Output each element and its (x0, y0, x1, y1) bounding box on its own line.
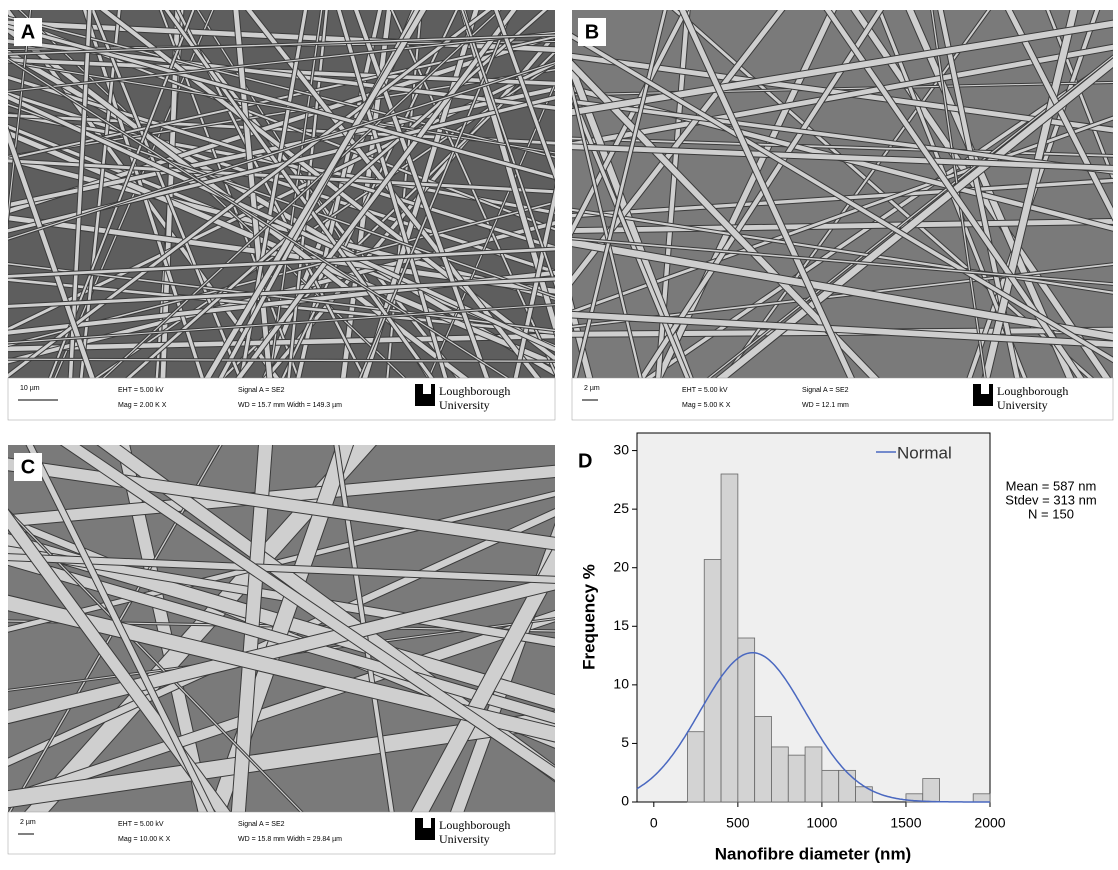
panel-label: B (585, 21, 599, 43)
signal: Signal A = SE2 (238, 821, 285, 828)
y-tick-label: 30 (613, 441, 629, 457)
y-axis-title: Frequency % (579, 564, 598, 670)
logo-text: University (439, 398, 490, 412)
y-tick-label: 25 (613, 500, 629, 516)
sem-image (0, 0, 661, 398)
mag: Mag = 10.00 K X (118, 836, 171, 843)
panel-label: A (21, 21, 35, 43)
y-tick-label: 0 (621, 793, 629, 809)
panel-label: C (21, 456, 35, 478)
bar (805, 747, 822, 802)
bar (738, 638, 755, 802)
logo-text: Loughborough (439, 384, 510, 398)
bar (788, 755, 805, 802)
panel-label: D (578, 450, 592, 472)
sem-image (481, 0, 1118, 398)
scale-bar-label: 10 µm (20, 385, 40, 392)
y-tick-label: 20 (613, 558, 629, 574)
logo-text: University (439, 832, 490, 846)
eht: EHT = 5.00 kV (118, 387, 164, 394)
bar (755, 716, 772, 802)
eht: EHT = 5.00 kV (682, 387, 728, 394)
signal: Signal A = SE2 (238, 387, 285, 394)
stat-text: Stdev = 313 nm (1005, 492, 1096, 507)
bar (923, 779, 940, 802)
bar (822, 770, 839, 802)
x-tick-label: 500 (726, 815, 750, 831)
wd: WD = 15.8 mm Width = 29.84 µm (238, 836, 342, 843)
legend-label: Normal (897, 443, 952, 462)
x-tick-label: 0 (650, 815, 658, 831)
bar (973, 794, 990, 802)
bar (771, 747, 788, 802)
stat-text: N = 150 (1028, 506, 1074, 521)
figure: A 10 µm EHT = 5.00 kV Mag = 2.00 K X Signal … (0, 0, 1118, 865)
x-tick-label: 1000 (806, 815, 837, 831)
wd: WD = 15.7 mm Width = 149.3 µm (238, 402, 342, 409)
mag: Mag = 2.00 K X (118, 402, 167, 409)
bar (839, 770, 856, 802)
wd: WD = 12.1 mm (802, 402, 849, 409)
x-tick-label: 1500 (890, 815, 921, 831)
scale-bar-label: 2 µm (584, 385, 600, 392)
x-axis-title: Nanofibre diameter (nm) (715, 844, 911, 863)
y-tick-label: 15 (613, 617, 629, 633)
mag: Mag = 5.00 K X (682, 402, 731, 409)
y-tick-label: 5 (621, 734, 629, 750)
bar (687, 732, 704, 802)
page: A 10 µm EHT = 5.00 kV Mag = 2.00 K X Signal … (0, 0, 1118, 870)
eht: EHT = 5.00 kV (118, 821, 164, 828)
logo-text: Loughborough (997, 384, 1068, 398)
x-tick-label: 2000 (974, 815, 1005, 831)
signal: Signal A = SE2 (802, 387, 849, 394)
logo-text: Loughborough (439, 818, 510, 832)
logo-text: University (997, 398, 1048, 412)
bar (721, 474, 738, 802)
stat-text: Mean = 587 nm (1006, 478, 1097, 493)
y-tick-label: 10 (613, 676, 629, 692)
scale-bar-label: 2 µm (20, 819, 36, 826)
sem-image (0, 425, 641, 832)
